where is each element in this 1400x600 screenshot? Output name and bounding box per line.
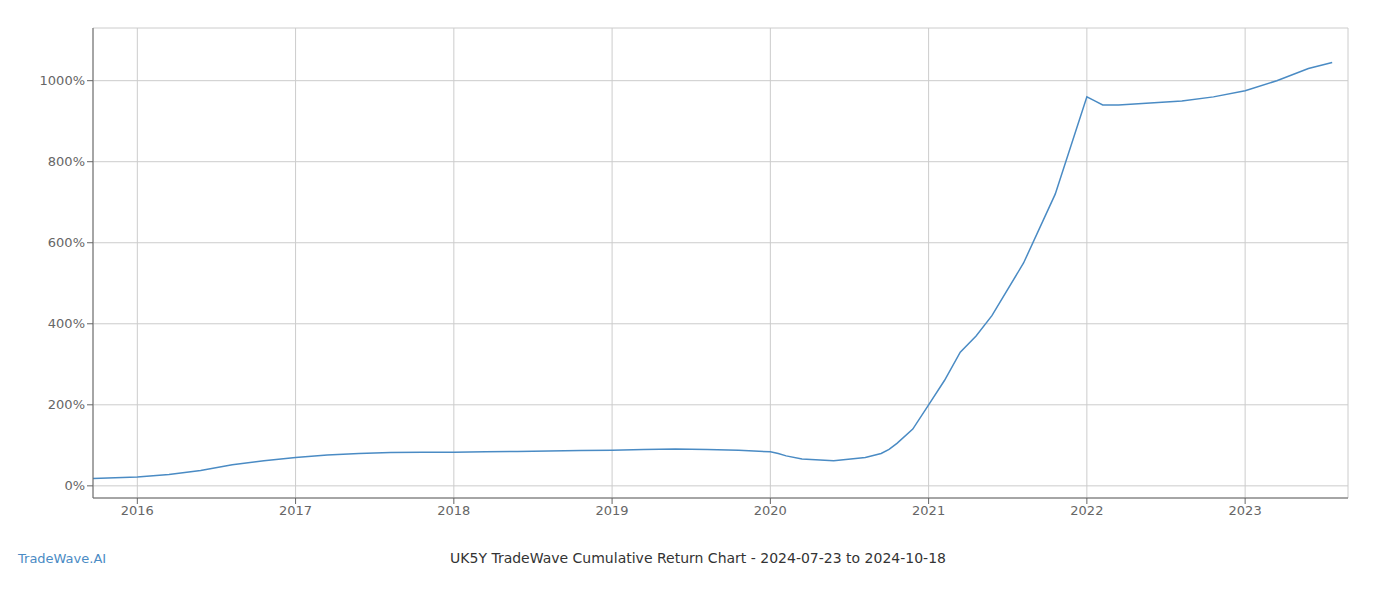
html-text:TradeWave.AI: TradeWave.AI xyxy=(18,550,107,566)
svg-text:400%: 400% xyxy=(48,316,85,331)
svg-text:2023: 2023 xyxy=(1229,503,1262,518)
svg-text:2017: 2017 xyxy=(279,503,312,518)
svg-text:600%: 600% xyxy=(48,235,85,250)
svg-text:0%: 0% xyxy=(64,478,85,493)
svg-text:2018: 2018 xyxy=(437,503,470,518)
html-text:UK5Y TradeWave Cumulative Retu: UK5Y TradeWave Cumulative Return Chart -… xyxy=(450,550,946,566)
svg-text:2022: 2022 xyxy=(1070,503,1103,518)
svg-text:800%: 800% xyxy=(48,154,85,169)
svg-text:2021: 2021 xyxy=(912,503,945,518)
svg-text:2019: 2019 xyxy=(596,503,629,518)
svg-text:1000%: 1000% xyxy=(40,73,85,88)
svg-text:2020: 2020 xyxy=(754,503,787,518)
svg-text:200%: 200% xyxy=(48,397,85,412)
svg-text:2016: 2016 xyxy=(121,503,154,518)
